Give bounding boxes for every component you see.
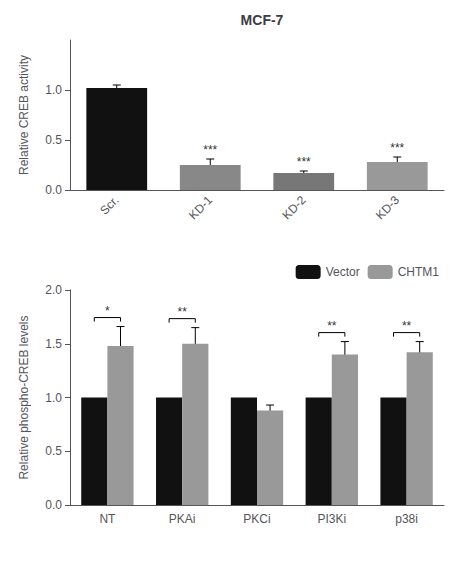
svg-text:**: ** [178, 305, 188, 319]
svg-text:Vector: Vector [326, 265, 360, 279]
svg-text:0.5: 0.5 [45, 133, 62, 147]
svg-text:PI3Ki: PI3Ki [317, 512, 346, 526]
svg-text:KD-1: KD-1 [186, 193, 215, 222]
svg-text:***: *** [390, 141, 404, 155]
svg-text:**: ** [327, 319, 337, 333]
svg-text:0.0: 0.0 [45, 183, 62, 197]
svg-text:1.0: 1.0 [45, 83, 62, 97]
svg-text:**: ** [402, 319, 412, 333]
svg-text:KD-3: KD-3 [373, 193, 402, 222]
svg-text:0.0: 0.0 [45, 498, 62, 512]
svg-text:***: *** [203, 143, 217, 157]
svg-text:*: * [105, 304, 110, 318]
svg-text:p38i: p38i [395, 512, 418, 526]
svg-text:CHTM1: CHTM1 [398, 265, 440, 279]
svg-text:Relative CREB activity: Relative CREB activity [17, 55, 31, 175]
svg-text:Relative phospho-CREB levels: Relative phospho-CREB levels [17, 315, 31, 479]
svg-text:2.0: 2.0 [45, 283, 62, 297]
svg-text:KD-2: KD-2 [279, 193, 308, 222]
svg-text:PKCi: PKCi [243, 512, 270, 526]
svg-text:NT: NT [99, 512, 116, 526]
svg-text:0.5: 0.5 [45, 444, 62, 458]
svg-text:1.0: 1.0 [45, 391, 62, 405]
svg-text:Scr.: Scr. [97, 193, 122, 218]
svg-text:PKAi: PKAi [169, 512, 196, 526]
svg-text:MCF-7: MCF-7 [241, 12, 284, 28]
svg-text:1.5: 1.5 [45, 337, 62, 351]
svg-text:***: *** [297, 155, 311, 169]
